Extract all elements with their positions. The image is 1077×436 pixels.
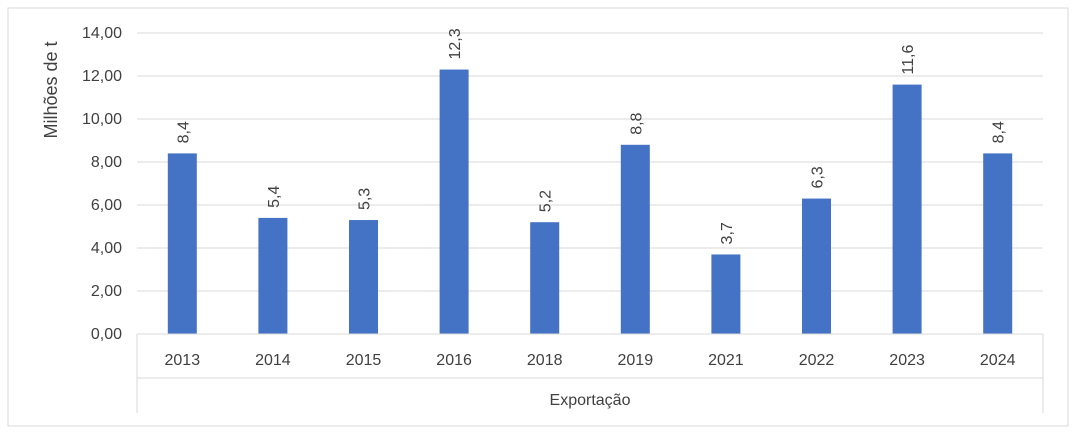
bar-2024 — [983, 153, 1013, 334]
x-tick-label: 2024 — [980, 352, 1016, 369]
x-tick-label: 2014 — [255, 352, 291, 369]
y-tick-label: 6,00 — [91, 197, 122, 214]
bar-2013 — [167, 153, 197, 334]
data-label-2018: 5,2 — [538, 190, 555, 212]
bar-2014 — [258, 217, 288, 334]
y-tick-label: 0,00 — [91, 326, 122, 343]
data-label-2015: 5,3 — [357, 188, 374, 210]
y-tick-label: 4,00 — [91, 240, 122, 257]
x-tick-label: 2021 — [708, 352, 744, 369]
data-label-2024: 8,4 — [991, 121, 1008, 143]
data-label-2021: 3,7 — [719, 222, 736, 244]
bars: 8,4 5,4 5,3 12,3 5,2 8,8 3,7 6,3 11,6 8,4 — [167, 28, 1013, 335]
data-label-2022: 6,3 — [810, 166, 827, 188]
y-tick-label: 8,00 — [91, 154, 122, 171]
y-tick-label: 10,00 — [82, 111, 122, 128]
y-tick-label: 12,00 — [82, 68, 122, 85]
bar-2016 — [439, 69, 469, 335]
bar-2021 — [711, 254, 741, 334]
x-tick-label: 2019 — [618, 352, 654, 369]
data-label-2013: 8,4 — [175, 121, 192, 143]
x-group-label: Exportação — [550, 392, 631, 409]
data-label-2014: 5,4 — [266, 186, 283, 208]
bar-2023 — [892, 84, 922, 334]
x-tick-label: 2015 — [346, 352, 382, 369]
data-label-2016: 12,3 — [447, 28, 464, 59]
y-tick-label: 14,00 — [82, 25, 122, 42]
bar-2019 — [620, 144, 650, 334]
x-tick-label: 2018 — [527, 352, 563, 369]
bar-2018 — [530, 222, 560, 334]
bar-2015 — [349, 220, 378, 334]
data-label-2023: 11,6 — [900, 45, 917, 75]
y-axis-title: Milhões de t — [41, 41, 61, 138]
x-tick-label: 2022 — [799, 352, 835, 369]
y-tick-label: 2,00 — [91, 283, 122, 300]
x-tick-label: 2023 — [889, 352, 925, 369]
x-tick-label: 2016 — [436, 352, 472, 369]
data-label-2019: 8,8 — [628, 112, 645, 134]
x-tick-label: 2013 — [165, 352, 201, 369]
bar-2022 — [802, 198, 831, 334]
axes: 0,00 2,00 4,00 6,00 8,00 10,00 12,00 14,00 2013 2… — [82, 25, 1044, 413]
